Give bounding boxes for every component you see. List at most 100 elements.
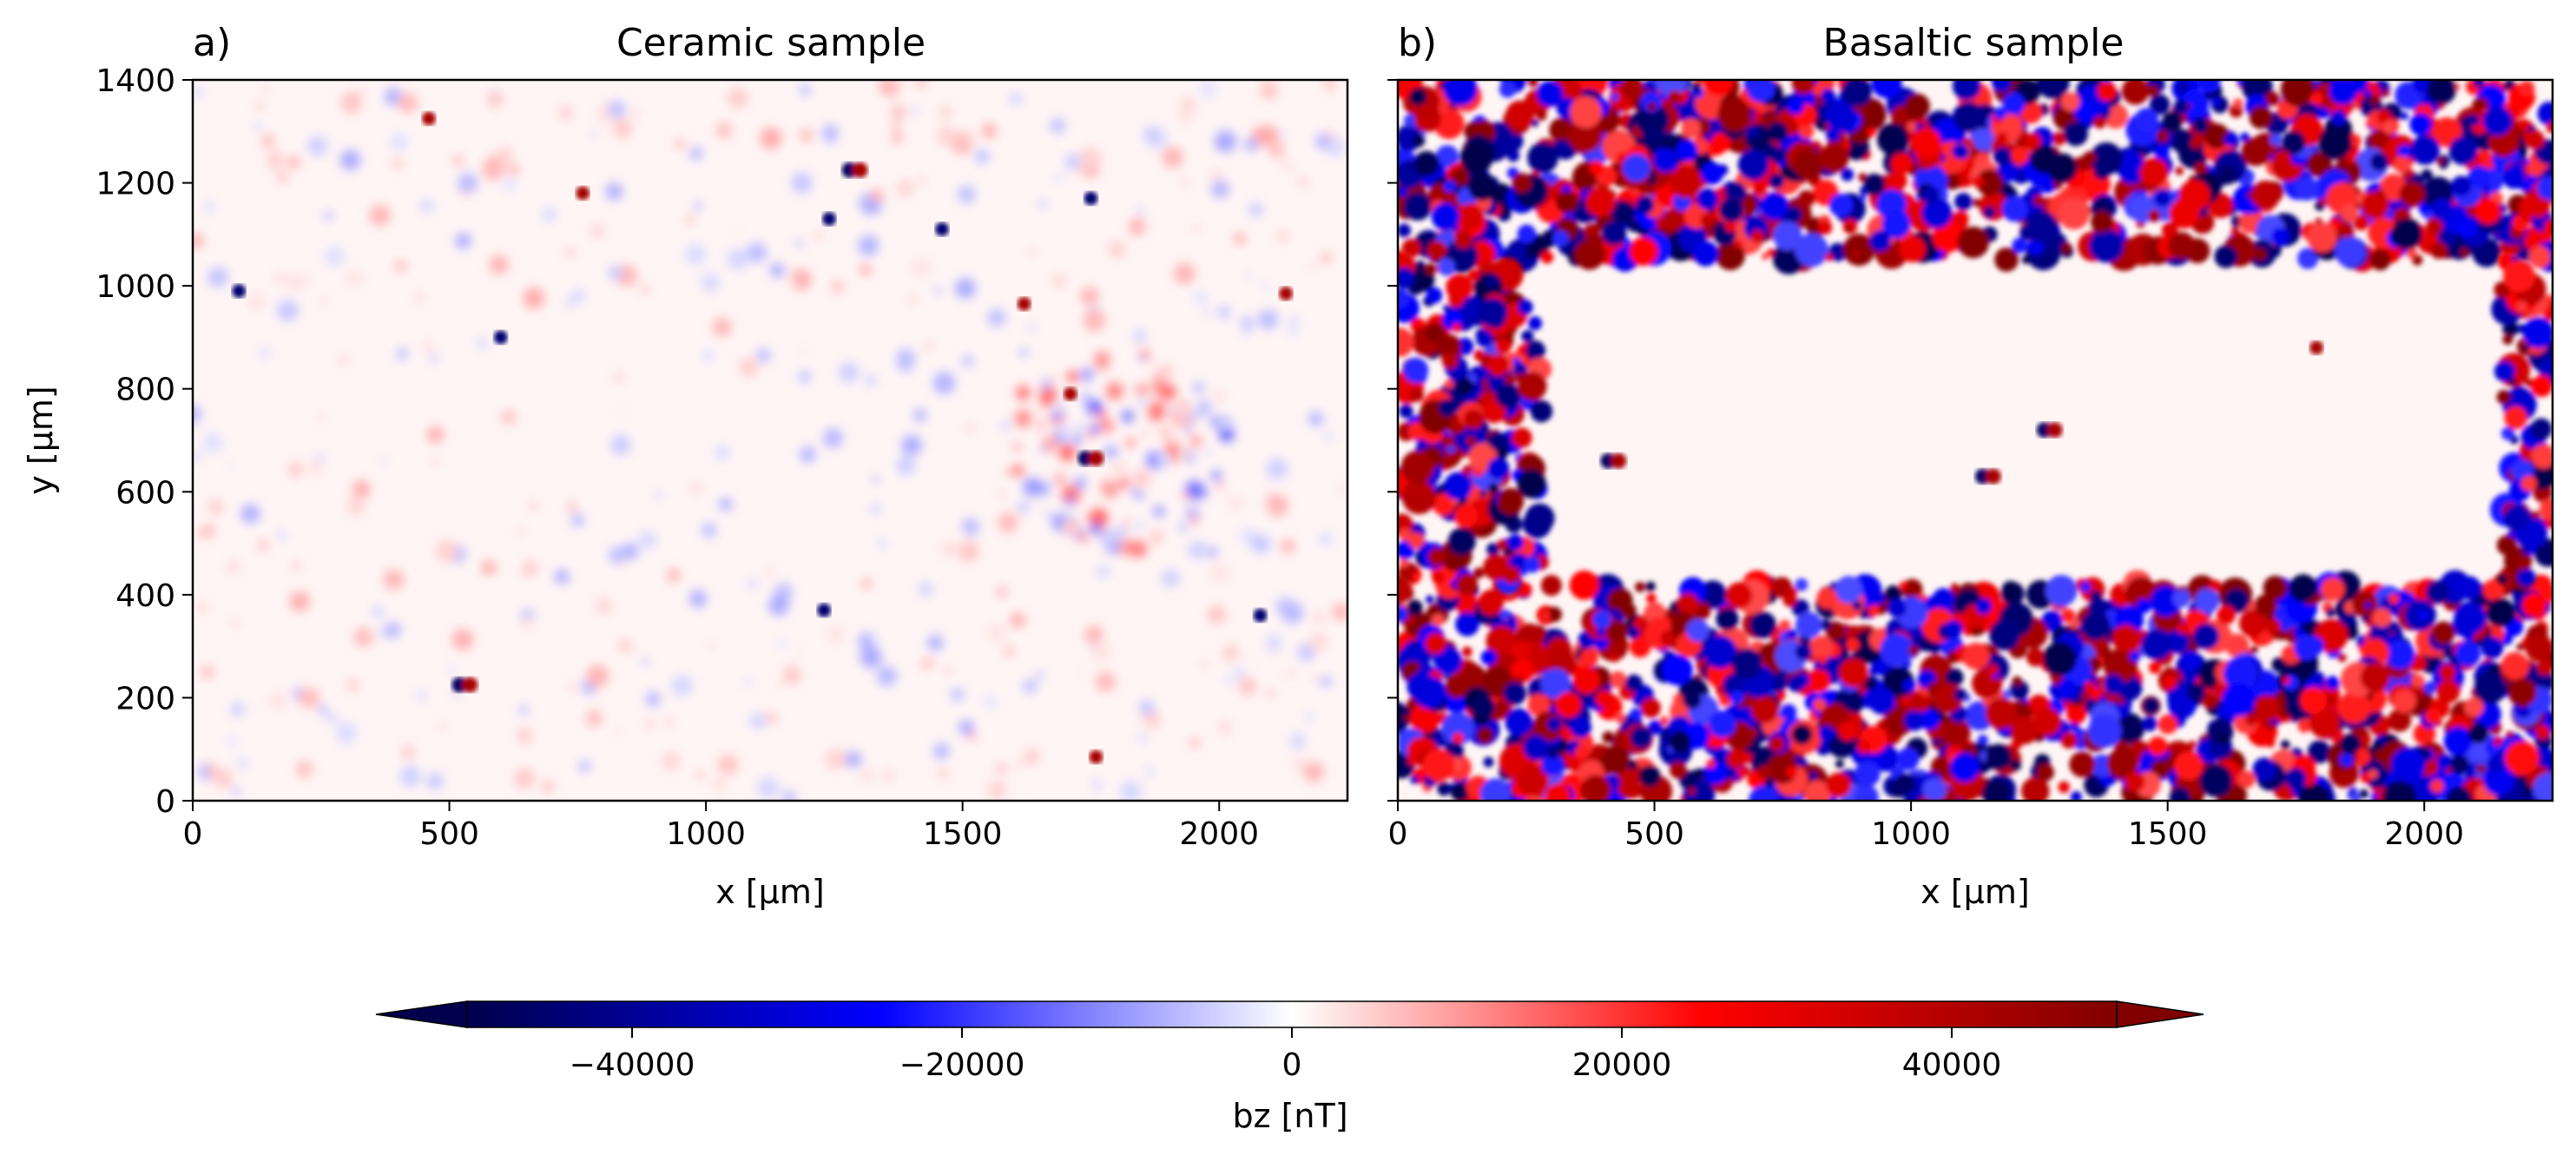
heatmap-cell bbox=[2012, 676, 2023, 687]
heatmap-cell bbox=[391, 157, 404, 170]
heatmap-cell bbox=[937, 768, 950, 780]
heatmap-cell bbox=[430, 353, 438, 362]
heatmap-cell bbox=[1137, 397, 1148, 407]
heatmap-cell bbox=[830, 279, 846, 294]
heatmap-cell bbox=[1620, 80, 1644, 99]
heatmap-cell bbox=[795, 648, 802, 655]
heatmap-cell bbox=[2147, 85, 2159, 97]
panel-basaltic: b) Basaltic sample 0 500 1000 1500 2000 x [µ… bbox=[1387, 21, 2554, 911]
heatmap-cell bbox=[2468, 115, 2480, 126]
heatmap-cell bbox=[1642, 125, 1665, 148]
heatmap-cell bbox=[1204, 310, 1210, 316]
heatmap-cell bbox=[940, 541, 958, 558]
heatmap-cell bbox=[401, 745, 415, 759]
heatmap-cell bbox=[2295, 177, 2319, 201]
heatmap-dipole bbox=[935, 221, 949, 236]
heatmap-cell bbox=[1701, 162, 1723, 185]
heatmap-cell bbox=[1003, 645, 1015, 657]
colorbar-extend-high bbox=[2116, 1000, 2204, 1028]
heatmap-cell bbox=[586, 664, 609, 688]
heatmap-cell bbox=[1238, 677, 1257, 696]
heatmap-cell bbox=[262, 83, 271, 92]
heatmap-cell bbox=[2535, 724, 2550, 740]
heatmap-cell bbox=[1736, 768, 1745, 776]
heatmap-cell bbox=[1904, 93, 1930, 120]
heatmap-cell bbox=[1547, 716, 1562, 731]
heatmap-cell bbox=[2177, 81, 2190, 94]
heatmap-cell bbox=[1111, 461, 1128, 477]
heatmap-cell bbox=[1064, 497, 1075, 506]
heatmap-cell bbox=[1207, 604, 1227, 624]
heatmap-cell bbox=[1408, 532, 1425, 549]
heatmap-cell bbox=[1283, 162, 1292, 170]
heatmap-cell bbox=[610, 435, 631, 455]
heatmap-cell bbox=[998, 512, 1018, 533]
heatmap-cell bbox=[1290, 317, 1298, 326]
heatmap-cell bbox=[1106, 382, 1123, 400]
heatmap-cell bbox=[2177, 622, 2189, 634]
heatmap-cell bbox=[1476, 727, 1494, 744]
heatmap-cell bbox=[2529, 200, 2548, 218]
heatmap-cell bbox=[646, 720, 654, 728]
heatmap-cell bbox=[1145, 768, 1154, 776]
heatmap-cell bbox=[1118, 538, 1125, 545]
colorbar-extend-low bbox=[375, 1000, 468, 1028]
heatmap-cell bbox=[578, 760, 591, 772]
heatmap-field-a bbox=[193, 80, 1347, 801]
heatmap-cell bbox=[1517, 469, 1546, 498]
heatmap-cell bbox=[870, 503, 881, 515]
heatmap-cell bbox=[2532, 511, 2540, 519]
heatmap-cell bbox=[617, 638, 633, 654]
heatmap-dipole bbox=[822, 212, 836, 227]
heatmap-cell bbox=[2325, 608, 2336, 617]
heatmap-cell bbox=[2394, 155, 2411, 174]
heatmap-cell bbox=[1058, 444, 1076, 461]
heatmap-cell bbox=[645, 691, 661, 707]
heatmap-cell bbox=[896, 456, 916, 476]
heatmap-cell bbox=[1589, 160, 1604, 175]
heatmap-cell bbox=[1574, 745, 1590, 760]
heatmap-cell bbox=[1842, 234, 1875, 267]
heatmap-cell bbox=[1189, 413, 1197, 421]
heatmap-cell bbox=[1662, 654, 1693, 686]
heatmap-cell bbox=[1443, 180, 1456, 193]
heatmap-cell bbox=[987, 780, 1006, 800]
heatmap-cell bbox=[2409, 135, 2441, 165]
y-tick-label: 1400 bbox=[96, 63, 175, 99]
heatmap-cell bbox=[1595, 690, 1614, 709]
heatmap-cell bbox=[1945, 668, 1964, 687]
heatmap-cell bbox=[1207, 546, 1218, 558]
heatmap-cell bbox=[1408, 88, 1427, 106]
heatmap-cell bbox=[2536, 175, 2553, 201]
heatmap-cell bbox=[1125, 438, 1136, 448]
heatmap-cell bbox=[1953, 688, 1967, 702]
heatmap-cell bbox=[340, 91, 363, 114]
heatmap-cell bbox=[1988, 618, 2021, 651]
heatmap-cell bbox=[1289, 733, 1307, 749]
heatmap-cell bbox=[756, 348, 771, 363]
heatmap-cell bbox=[1063, 518, 1080, 537]
heatmap-cell bbox=[1443, 304, 1451, 313]
heatmap-cell bbox=[1614, 712, 1625, 723]
heatmap-cell bbox=[1143, 430, 1150, 437]
heatmap-cell bbox=[1601, 221, 1627, 246]
heatmap-cell bbox=[1132, 469, 1151, 488]
heatmap-cell bbox=[1483, 756, 1494, 768]
heatmap-cell bbox=[2533, 772, 2553, 801]
heatmap-cell bbox=[1745, 124, 1759, 139]
x-tick-label: 1000 bbox=[666, 816, 746, 852]
heatmap-cell bbox=[1164, 440, 1181, 456]
heatmap-cell bbox=[232, 788, 240, 796]
heatmap-cell bbox=[2280, 740, 2290, 749]
heatmap-cell bbox=[1703, 635, 1737, 669]
heatmap-cell bbox=[1242, 327, 1251, 337]
heatmap-cell bbox=[1957, 175, 1967, 184]
heatmap-cell bbox=[1545, 744, 1560, 759]
heatmap-cell bbox=[2143, 697, 2160, 714]
heatmap-cell bbox=[2522, 343, 2530, 351]
heatmap-cell bbox=[2337, 690, 2371, 723]
heatmap-cell bbox=[1054, 172, 1064, 182]
heatmap-cell bbox=[1260, 81, 1279, 100]
heatmap-cell bbox=[2432, 621, 2455, 644]
heatmap-cell bbox=[1760, 192, 1789, 221]
